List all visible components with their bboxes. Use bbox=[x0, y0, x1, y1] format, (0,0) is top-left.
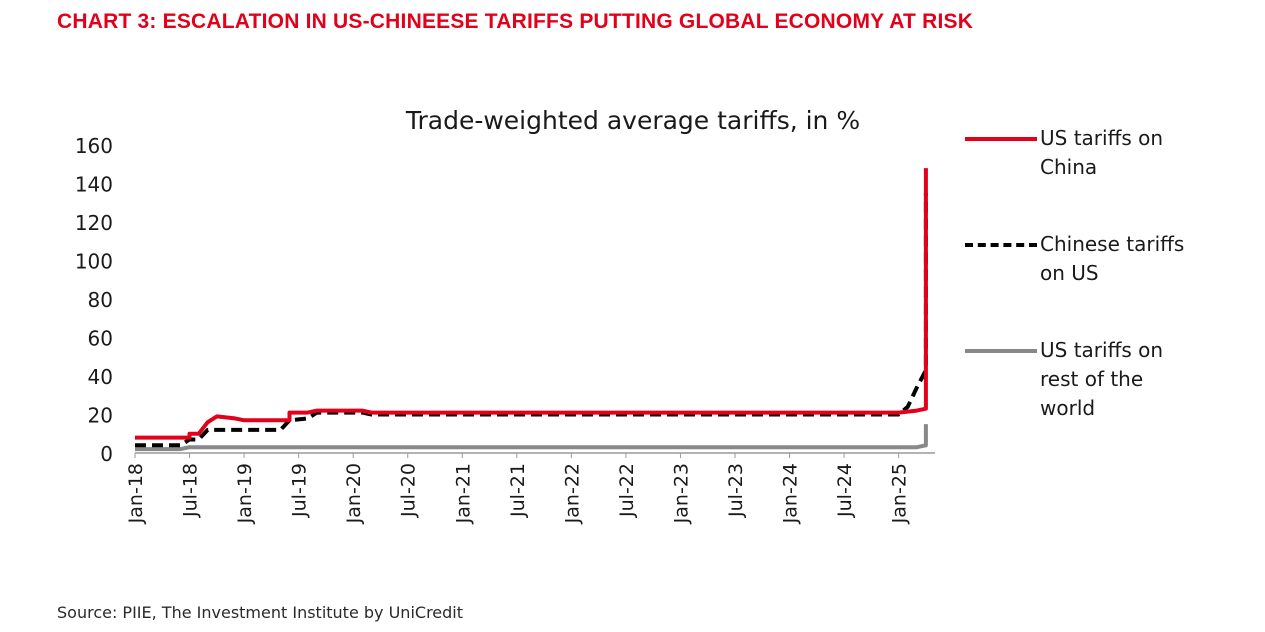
x-tick-label: Jan-21 bbox=[452, 463, 474, 524]
x-axis: Jan-18 Jul-18 Jan-19 Jul-19 Jan-20 Jul-20 Jan-… bbox=[125, 453, 911, 524]
x-tick-label: Jul-22 bbox=[616, 463, 638, 518]
source-note: Source: PIIE, The Investment Institute b… bbox=[57, 603, 464, 622]
y-tick-label: 160 bbox=[75, 134, 113, 158]
x-tick-label: Jul-23 bbox=[725, 463, 747, 518]
x-tick-label: Jul-21 bbox=[507, 463, 529, 518]
legend-label: US tariffs on China bbox=[1040, 126, 1164, 179]
legend-swatch-red bbox=[965, 137, 1037, 141]
x-tick-label: Jan-18 bbox=[125, 463, 147, 524]
x-tick-label: Jul-24 bbox=[834, 463, 856, 518]
chart-title: Trade-weighted average tariffs, in % bbox=[405, 106, 860, 135]
x-tick-label: Jan-20 bbox=[343, 463, 365, 524]
x-tick-label: Jul-20 bbox=[398, 463, 420, 518]
legend-swatch-black-dashed bbox=[965, 243, 1037, 247]
y-tick-label: 120 bbox=[75, 211, 113, 235]
x-tick-label: Jan-24 bbox=[780, 463, 802, 524]
chart-header: CHART 3: ESCALATION IN US-CHINEESE TARIF… bbox=[57, 10, 974, 33]
legend-swatch-grey bbox=[965, 349, 1037, 353]
y-tick-label: 0 bbox=[100, 442, 113, 466]
x-tick-label: Jan-22 bbox=[561, 463, 583, 524]
series-line-2 bbox=[135, 424, 928, 452]
y-tick-label: 80 bbox=[88, 288, 113, 312]
series-layer bbox=[135, 168, 928, 452]
y-tick-label: 60 bbox=[88, 327, 113, 351]
y-tick-label: 140 bbox=[75, 173, 113, 197]
x-tick-label: Jul-19 bbox=[289, 463, 311, 518]
x-tick-label: Jul-18 bbox=[180, 463, 202, 518]
x-tick-label: Jan-23 bbox=[670, 463, 692, 524]
series-line-1 bbox=[135, 193, 928, 448]
y-axis: 0 20 40 60 80 100 120 140 160 bbox=[75, 134, 113, 466]
y-tick-label: 20 bbox=[88, 404, 113, 428]
x-tick-label: Jan-25 bbox=[889, 463, 911, 524]
y-tick-label: 100 bbox=[75, 250, 113, 274]
y-tick-label: 40 bbox=[88, 365, 113, 389]
x-tick-label: Jan-19 bbox=[234, 463, 256, 524]
legend-label: US tariffs on rest of the world bbox=[1040, 338, 1164, 420]
legend-label: Chinese tariffs on US bbox=[1040, 232, 1185, 285]
series-line-0 bbox=[135, 168, 928, 440]
